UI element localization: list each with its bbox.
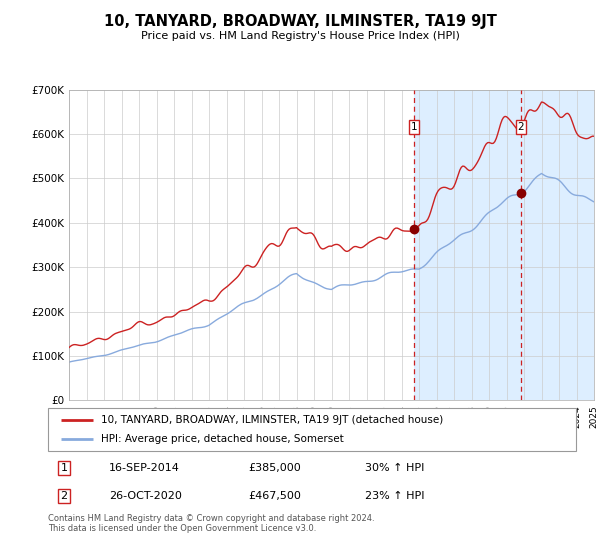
Text: 2: 2 bbox=[60, 491, 67, 501]
Text: 10, TANYARD, BROADWAY, ILMINSTER, TA19 9JT: 10, TANYARD, BROADWAY, ILMINSTER, TA19 9… bbox=[104, 14, 496, 29]
Text: Contains HM Land Registry data © Crown copyright and database right 2024.
This d: Contains HM Land Registry data © Crown c… bbox=[48, 514, 374, 533]
Text: 2: 2 bbox=[518, 122, 524, 132]
Bar bbox=[414, 90, 594, 400]
Text: £467,500: £467,500 bbox=[248, 491, 302, 501]
Text: 16-SEP-2014: 16-SEP-2014 bbox=[109, 463, 179, 473]
Text: 26-OCT-2020: 26-OCT-2020 bbox=[109, 491, 182, 501]
Text: 23% ↑ HPI: 23% ↑ HPI bbox=[365, 491, 424, 501]
Text: 10, TANYARD, BROADWAY, ILMINSTER, TA19 9JT (detached house): 10, TANYARD, BROADWAY, ILMINSTER, TA19 9… bbox=[101, 415, 443, 424]
Text: £385,000: £385,000 bbox=[248, 463, 301, 473]
FancyBboxPatch shape bbox=[48, 408, 576, 451]
Text: 1: 1 bbox=[410, 122, 417, 132]
Text: HPI: Average price, detached house, Somerset: HPI: Average price, detached house, Some… bbox=[101, 435, 344, 444]
Text: 1: 1 bbox=[61, 463, 67, 473]
Text: 30% ↑ HPI: 30% ↑ HPI bbox=[365, 463, 424, 473]
Text: Price paid vs. HM Land Registry's House Price Index (HPI): Price paid vs. HM Land Registry's House … bbox=[140, 31, 460, 41]
